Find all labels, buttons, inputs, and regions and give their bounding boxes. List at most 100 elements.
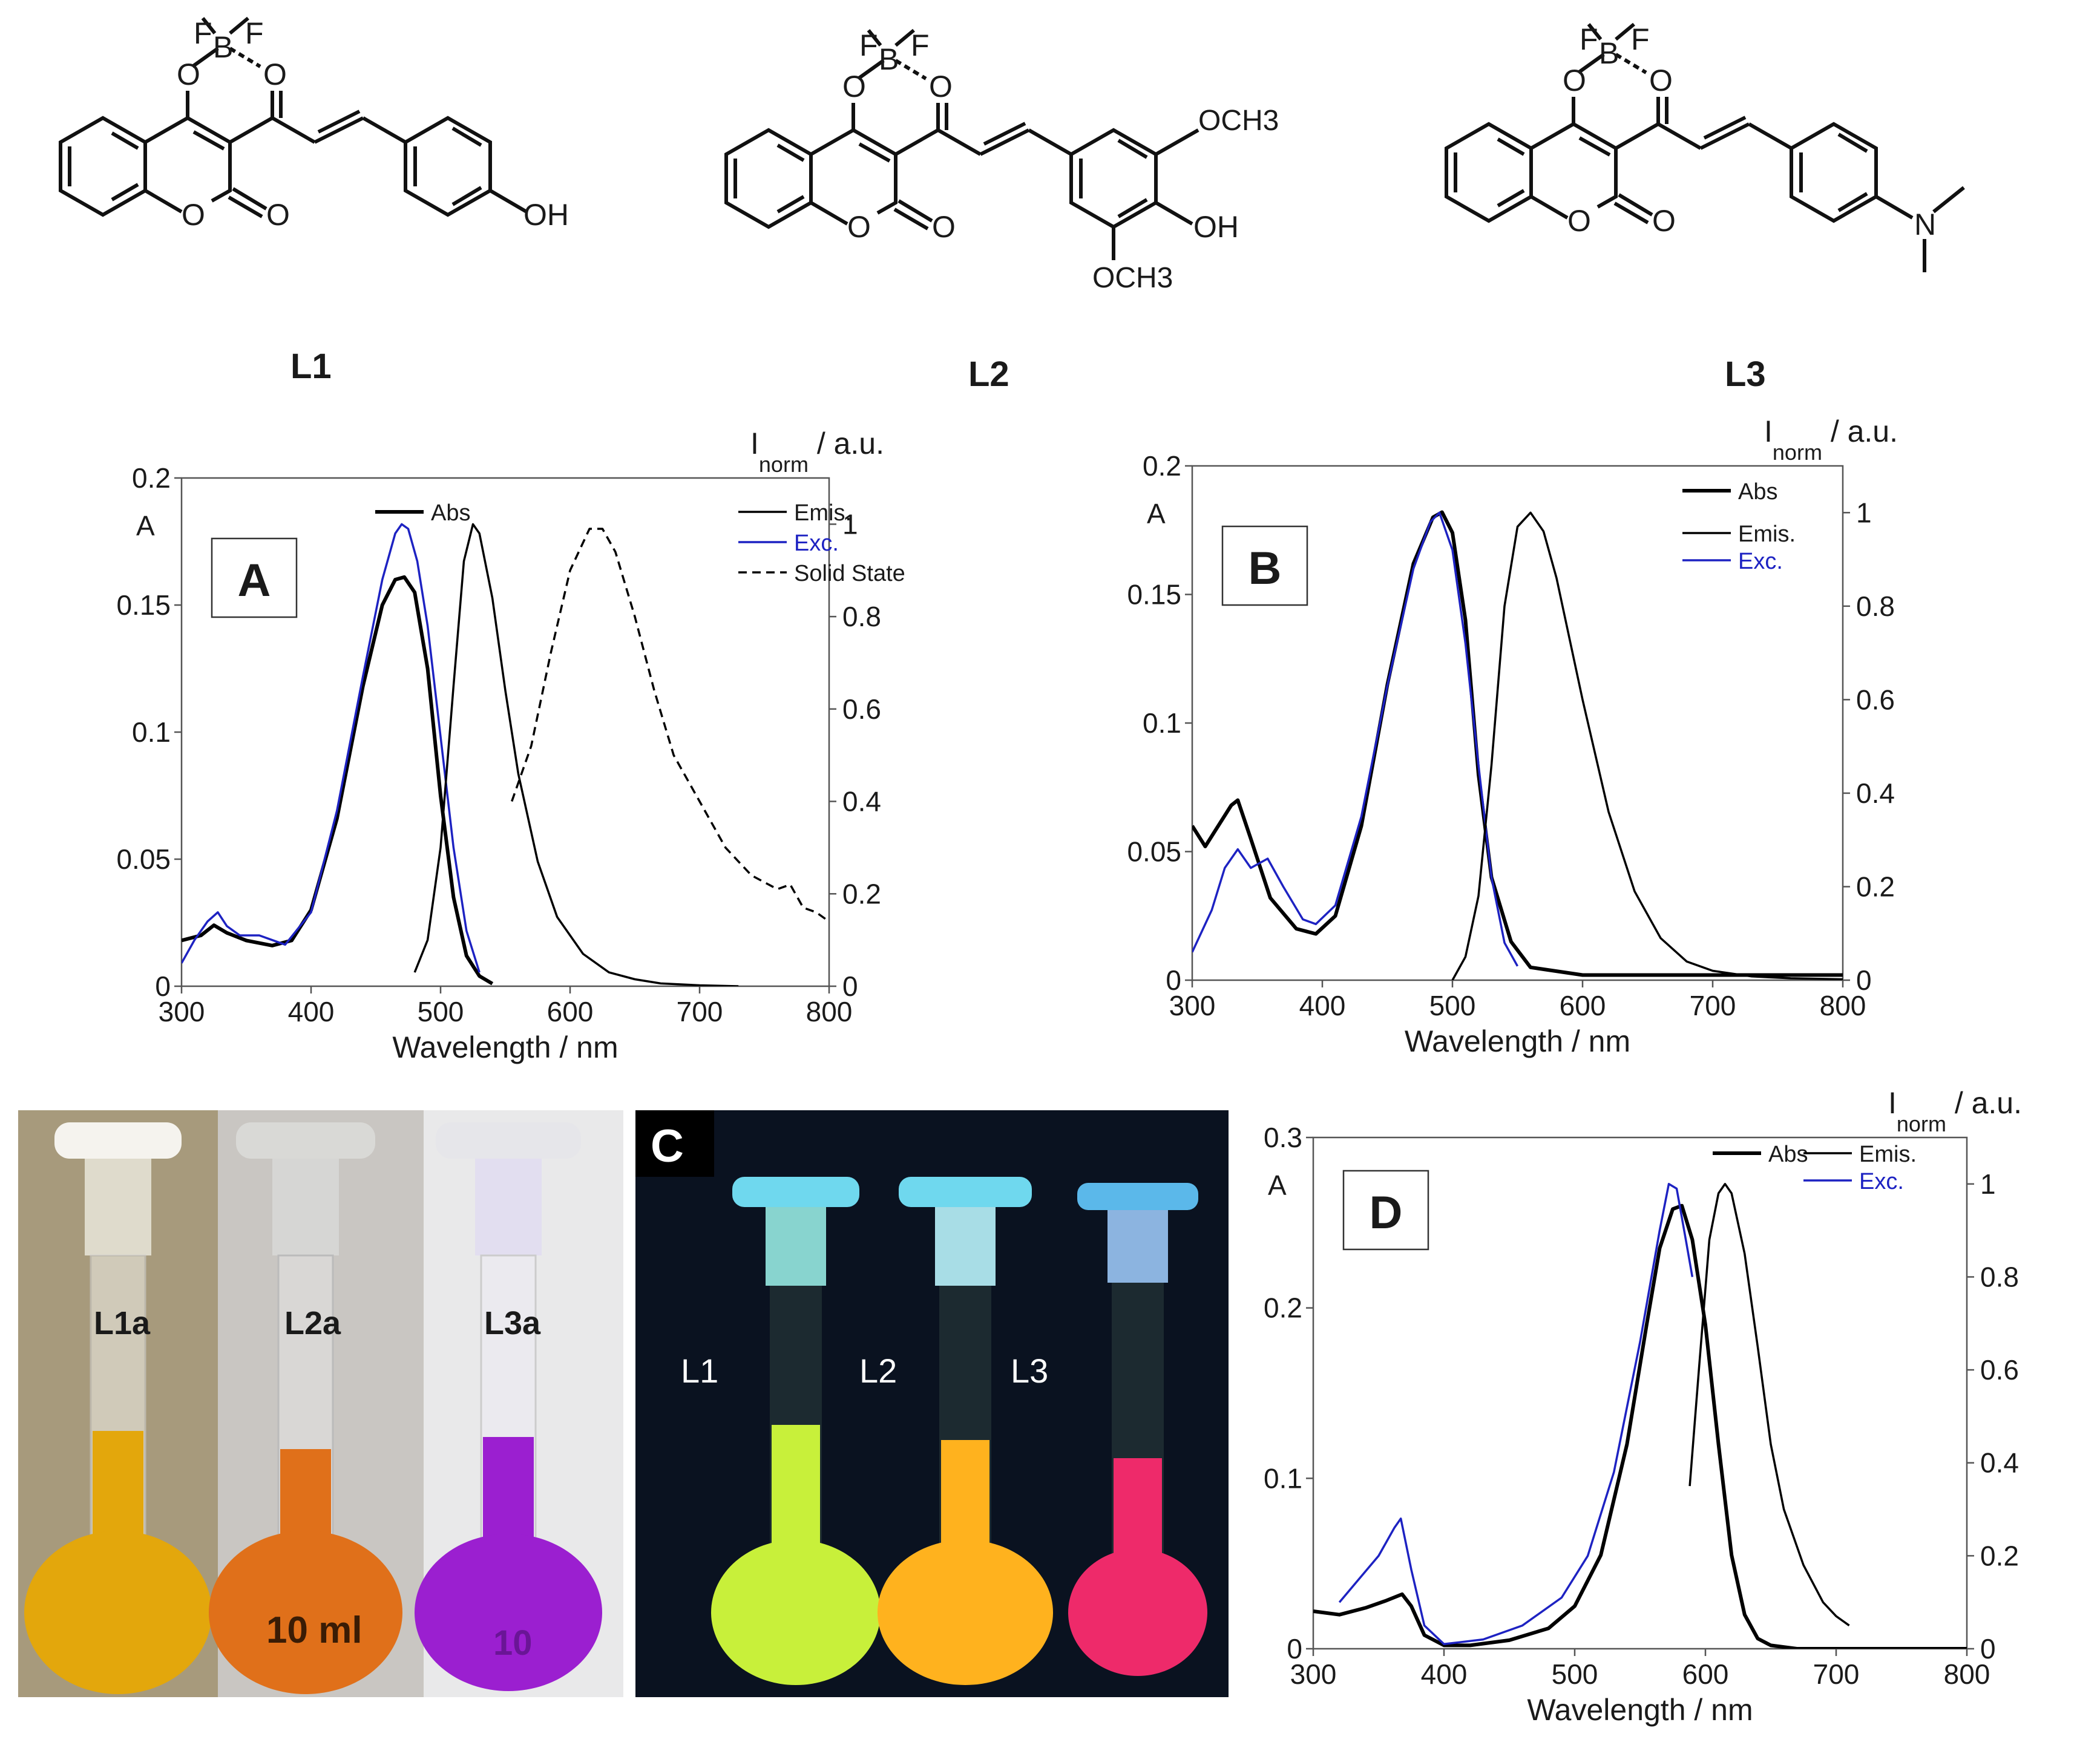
y-left-tick-label: 0.3	[1264, 1122, 1302, 1153]
svg-text:O: O	[182, 198, 205, 232]
y-right-axis-label: Inorm / a.u.	[1888, 1086, 2022, 1136]
x-axis-label: Wavelength / nm	[1405, 1024, 1630, 1058]
panel-label-box	[211, 537, 298, 618]
y-left-axis-label: A	[1147, 498, 1166, 529]
x-tick-label: 500	[418, 996, 464, 1027]
flask-l2: 10 ml	[209, 1122, 402, 1694]
y-right-tick-label: 0.6	[842, 693, 881, 725]
photo-label-l2: L2a	[284, 1305, 341, 1341]
y-right-tick-label: 0.2	[842, 878, 881, 909]
x-tick-label: 400	[1299, 990, 1346, 1021]
photo-label-l3: L3a	[484, 1305, 541, 1341]
panel-label-b: B	[1249, 543, 1282, 594]
y-right-tick-label: 0	[1980, 1633, 1996, 1664]
y-right-tick-label: 0.4	[1980, 1447, 2019, 1479]
y-right-tick-label: 0.2	[1980, 1540, 2019, 1571]
y-right-tick-label: 0.2	[1856, 871, 1895, 902]
svg-text:B: B	[213, 30, 233, 64]
x-axis-label: Wavelength / nm	[392, 1030, 618, 1064]
chemical-structures: F F B O O O O OH L1 F F B O O O O OCH3 O…	[0, 16, 1965, 393]
svg-text:OH: OH	[523, 198, 569, 232]
svg-text:O: O	[1649, 64, 1673, 97]
series-abs-line	[182, 575, 494, 986]
y-left-tick-label: 0.05	[116, 843, 171, 875]
legend-label: Abs	[1738, 479, 1777, 505]
x-axis-label: Wavelength / nm	[1527, 1693, 1753, 1727]
legend-label: Abs	[1768, 1142, 1808, 1167]
series-abs-line	[1313, 1203, 1967, 1649]
svg-text:O: O	[177, 57, 200, 91]
y-left-tick-label: 0.1	[1264, 1462, 1302, 1494]
structure-label-l2: L2	[968, 355, 1009, 393]
svg-text:O: O	[842, 70, 866, 103]
legend-label: Emis.	[794, 500, 851, 526]
x-tick-label: 600	[1560, 990, 1606, 1021]
svg-text:B: B	[879, 42, 899, 76]
x-tick-label: 600	[1682, 1658, 1729, 1690]
y-left-tick-label: 0.2	[132, 462, 171, 494]
flask-volume-text-2: 10	[493, 1623, 533, 1663]
flask-l3: 10	[415, 1122, 602, 1691]
uv-label-l1: L1	[681, 1352, 718, 1390]
legend-label: Exc.	[1859, 1169, 1904, 1194]
panel-label-c: C	[651, 1121, 684, 1172]
uv-flask-l2	[878, 1177, 1053, 1685]
chart-a: 300 400 500 600 700 80000.050.10.150.200.20.4…	[116, 427, 905, 1064]
panel-label-box	[1342, 1170, 1429, 1251]
series-exc-line	[182, 523, 481, 973]
y-right-tick-label: 0.4	[1856, 777, 1895, 809]
svg-text:F: F	[1631, 22, 1650, 56]
uv-flask-photo: C L1 L2 L3	[635, 1110, 1229, 1697]
series-emis-line	[1688, 1183, 1850, 1627]
legend-label: Emis.	[1859, 1142, 1917, 1167]
svg-text:F: F	[1580, 22, 1598, 56]
series-solid-state-line	[511, 528, 829, 923]
y-right-tick-label: 1	[1980, 1168, 1996, 1200]
flask-l1	[24, 1122, 212, 1694]
svg-text:O: O	[1563, 64, 1586, 97]
legend-label: Solid State	[794, 561, 905, 586]
structure-l2: F F B O O O O OCH3 OH OCH3 L2	[726, 28, 1279, 393]
svg-text:OCH3: OCH3	[1198, 105, 1279, 137]
y-right-tick-label: 0.8	[842, 601, 881, 632]
panel-label-a: A	[238, 555, 271, 606]
panel-label-d: D	[1370, 1187, 1403, 1239]
y-left-tick-label: 0.2	[1143, 450, 1181, 482]
y-left-axis-label: A	[136, 510, 155, 542]
svg-text:O: O	[263, 57, 287, 91]
svg-text:O: O	[1652, 204, 1676, 238]
y-right-tick-label: 0.8	[1856, 591, 1895, 622]
x-tick-label: 500	[1552, 1658, 1598, 1690]
y-left-tick-label: 0	[155, 970, 171, 1002]
legend-label: Exc.	[1738, 549, 1783, 574]
y-right-tick-label: 0	[1856, 964, 1872, 996]
legend-label: Exc.	[794, 531, 839, 556]
plot-area	[1312, 1136, 1968, 1650]
y-right-tick-label: 1	[1856, 497, 1872, 528]
structure-l1: F F B O O O O OH L1	[61, 16, 569, 386]
x-tick-label: 600	[547, 996, 594, 1027]
uv-flask-l3	[1068, 1183, 1207, 1676]
svg-text:O: O	[847, 210, 871, 244]
uv-label-l2: L2	[859, 1352, 897, 1390]
x-tick-label: 700	[1813, 1658, 1860, 1690]
x-tick-label: 300	[1169, 990, 1216, 1021]
series-exc-line	[1192, 511, 1519, 967]
y-right-tick-label: 0	[842, 970, 858, 1002]
y-right-tick-label: 1	[842, 508, 858, 540]
structure-l3: F F B O O O O N L3	[1446, 22, 1965, 393]
panel-label-box	[1221, 525, 1308, 606]
y-left-axis-label: A	[1268, 1170, 1287, 1201]
y-right-tick-label: 0.6	[1980, 1354, 2019, 1386]
y-left-tick-label: 0.15	[116, 589, 171, 621]
x-tick-label: 400	[288, 996, 335, 1027]
svg-text:O: O	[1567, 204, 1591, 238]
svg-text:OH: OH	[1193, 210, 1239, 244]
series-exc-line	[1338, 1183, 1694, 1646]
x-tick-label: 800	[1944, 1658, 1990, 1690]
y-left-tick-label: 0.15	[1127, 579, 1181, 610]
legend-label: Abs	[431, 500, 470, 526]
x-tick-label: 300	[159, 996, 205, 1027]
uv-label-l3: L3	[1011, 1352, 1048, 1390]
x-tick-label: 800	[1820, 990, 1866, 1021]
